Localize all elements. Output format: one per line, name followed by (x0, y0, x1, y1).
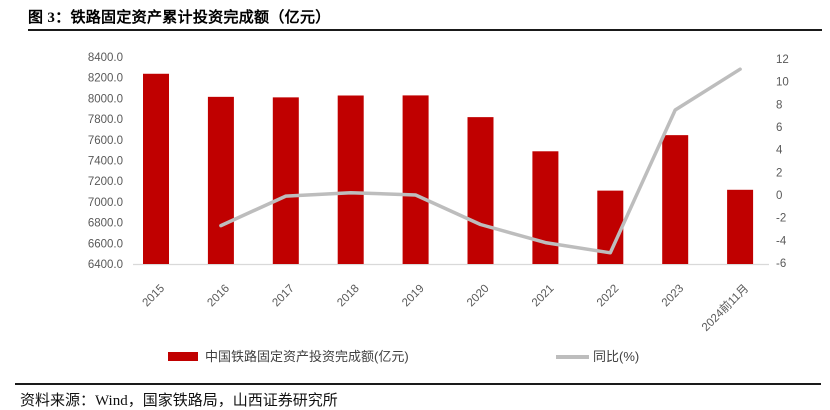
bar-2015 (143, 73, 169, 264)
y-axis-right-tick: 4 (776, 145, 783, 157)
legend-line-label: 同比(%) (593, 349, 640, 364)
x-axis-label-2019: 2019 (400, 283, 427, 310)
y-axis-left-tick: 7400.0 (88, 156, 123, 168)
y-axis-right-tick: -4 (776, 235, 787, 247)
x-axis-label-2024前11月: 2024前11月 (699, 281, 752, 334)
y-axis-left-tick: 6800.0 (88, 218, 123, 230)
legend-bar-swatch (168, 352, 198, 361)
x-axis-label-2020: 2020 (465, 283, 492, 310)
y-axis-right-tick: 8 (776, 99, 782, 111)
bar-2016 (207, 96, 234, 264)
legend-bar-label: 中国铁路固定资产投资完成额(亿元) (205, 349, 409, 364)
source-divider (15, 383, 821, 385)
y-axis-left-tick: 7000.0 (88, 197, 123, 209)
source-note: 资料来源：Wind，国家铁路局，山西证券研究所 (20, 393, 338, 409)
legend-line-swatch (556, 355, 589, 359)
y-axis-right-tick: -2 (776, 213, 786, 225)
y-axis-left-tick: 6600.0 (88, 238, 123, 250)
y-axis-left-tick: 8200.0 (88, 73, 123, 85)
x-axis-label-2015: 2015 (141, 283, 168, 310)
y-axis-right-tick: 10 (776, 77, 789, 89)
y-axis-right-tick: 2 (776, 167, 782, 179)
x-axis-label-2022: 2022 (595, 283, 622, 310)
figure-title: 图 3：铁路固定资产累计投资完成额（亿元） (28, 10, 331, 26)
y-axis-left-tick: 6400.0 (88, 259, 123, 271)
y-axis-left-tick: 8400.0 (88, 52, 123, 64)
y-axis-right-tick: 12 (776, 54, 789, 66)
y-axis-right-tick: -6 (776, 258, 786, 270)
bar-2019 (402, 95, 429, 264)
x-axis-label-2021: 2021 (530, 283, 557, 310)
title-divider (28, 29, 822, 31)
y-axis-left-tick: 7600.0 (88, 135, 123, 147)
y-axis-left-tick: 8000.0 (88, 93, 123, 105)
y-axis-left-tick: 7200.0 (88, 176, 123, 188)
x-axis-label-2018: 2018 (335, 283, 362, 310)
bar-2018 (337, 95, 364, 264)
bar-2024前11月 (727, 189, 754, 264)
bar-2017 (272, 97, 299, 265)
x-axis-label-2017: 2017 (270, 283, 297, 310)
bar-2021 (532, 151, 559, 264)
x-axis-label-2016: 2016 (205, 283, 232, 310)
yoy-line (219, 67, 742, 255)
y-axis-right-tick: 6 (776, 122, 782, 134)
y-axis-left-tick: 7800.0 (88, 114, 123, 126)
y-axis-right-tick: 0 (776, 190, 782, 202)
x-axis-label-2023: 2023 (660, 283, 687, 310)
bar-2020 (467, 117, 494, 264)
bar-2023 (662, 135, 689, 264)
